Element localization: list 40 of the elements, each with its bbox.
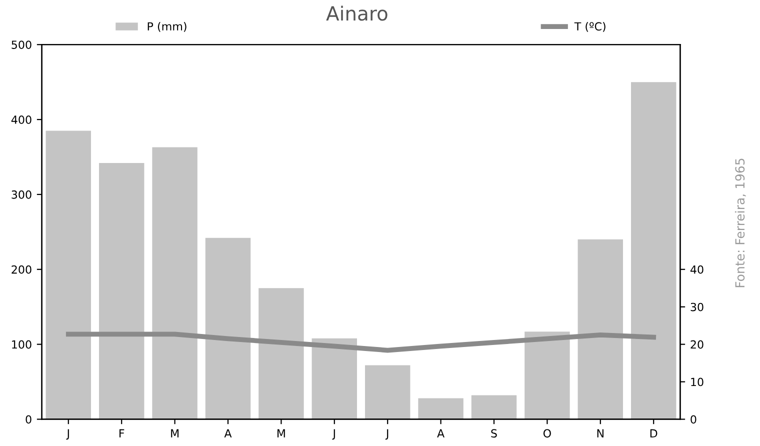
bar — [312, 338, 358, 420]
bar — [471, 395, 517, 420]
chart-title: Ainaro — [326, 6, 388, 21]
x-tick-label: S — [491, 429, 497, 438]
y-tick-label: 100 — [12, 340, 32, 349]
y-tick-label: 200 — [12, 265, 32, 274]
bar — [630, 82, 676, 420]
bar — [205, 238, 251, 420]
legend-label: P (mm) — [148, 22, 186, 32]
x-tick-label: O — [543, 429, 551, 438]
y-tick-label: 300 — [12, 190, 32, 199]
x-tick-label: J — [66, 429, 69, 440]
x-tick-label: M — [277, 429, 285, 438]
bar — [418, 398, 464, 420]
x-tick-label: J — [385, 429, 388, 440]
y2-tick-label: 0 — [690, 415, 696, 424]
line-series — [66, 332, 656, 353]
y2-tick-label: 20 — [690, 340, 704, 349]
bar — [46, 130, 92, 420]
y-tick-label: 0 — [26, 415, 32, 424]
y2-tick-label: 10 — [691, 378, 704, 386]
x-tick-label: M — [171, 429, 179, 438]
x-tick-label: A — [437, 429, 445, 438]
x-tick-label: N — [597, 429, 604, 438]
bar — [364, 365, 410, 420]
x-tick-label: J — [332, 429, 335, 440]
bar — [152, 147, 198, 420]
bar — [98, 162, 144, 420]
bar — [524, 332, 570, 420]
y2-tick-label: 40 — [690, 265, 704, 274]
source-note: Fonte: Ferreira, 1965 — [734, 158, 746, 288]
x-tick-label: F — [119, 429, 124, 438]
legend-label: T (ºC) — [574, 22, 606, 32]
x-tick-label: D — [650, 429, 658, 438]
y-tick-label: 400 — [11, 116, 32, 124]
bar — [258, 288, 304, 420]
bar — [578, 239, 624, 420]
x-tick-label: A — [224, 429, 232, 438]
y2-tick-label: 30 — [690, 302, 704, 312]
y-tick-label: 500 — [12, 40, 32, 49]
